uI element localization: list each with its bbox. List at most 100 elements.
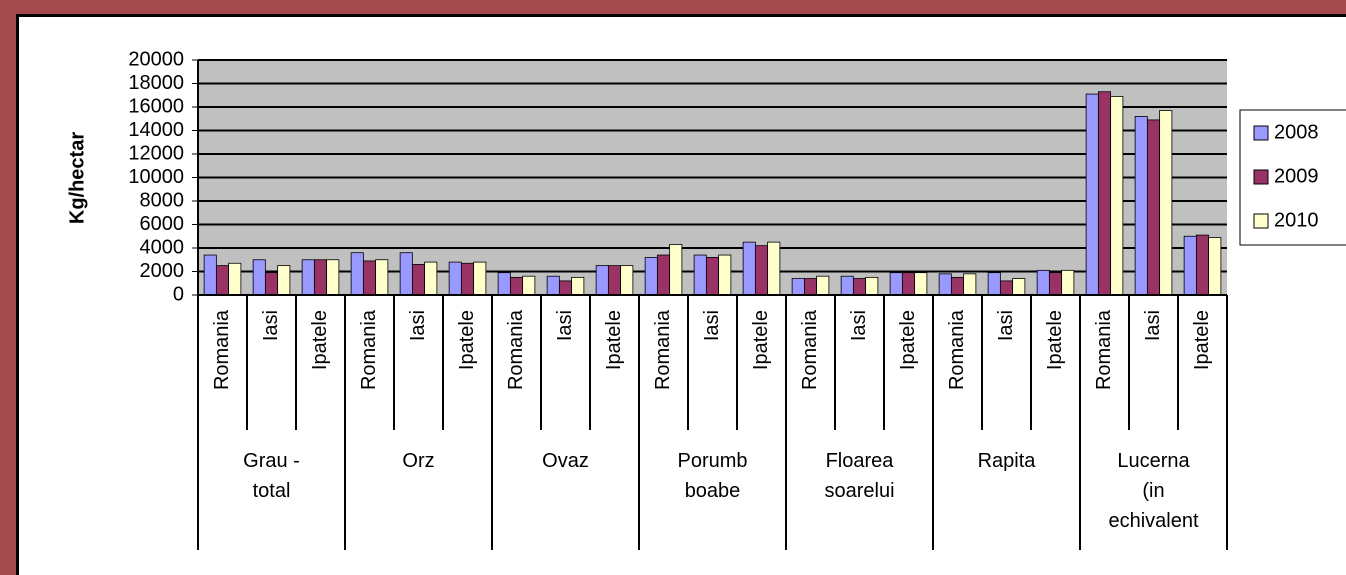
bar [1097, 91, 1112, 296]
bar [264, 272, 279, 296]
x-tick-label: Ipatele [750, 310, 772, 370]
group-label: Porumb boabe [677, 450, 747, 502]
x-tick-label: Ipatele [456, 310, 478, 370]
bar [999, 280, 1014, 296]
bar [803, 278, 818, 296]
bar [669, 244, 683, 296]
bar [424, 261, 438, 296]
group-label: Rapita [978, 450, 1037, 472]
bar [754, 245, 769, 296]
bar [595, 265, 609, 296]
bar [460, 262, 475, 296]
bar [558, 280, 573, 296]
y-tick-label: 8000 [140, 189, 185, 211]
x-tick-label: Iasi [260, 310, 282, 341]
bar [473, 261, 487, 296]
x-tick-label: Ipatele [309, 310, 331, 370]
y-tick-label: 4000 [140, 236, 185, 258]
x-tick-label: Iasi [848, 310, 870, 341]
y-tick-label: 10000 [128, 166, 184, 188]
bar [1195, 234, 1210, 296]
bar [865, 276, 879, 296]
bar [914, 272, 928, 296]
y-tick-label: 14000 [128, 119, 184, 141]
x-tick-label: Romania [505, 309, 527, 390]
x-tick-label: Iasi [554, 310, 576, 341]
bar [607, 265, 622, 296]
bar [644, 256, 658, 296]
group-label: Lucerna (in echivalent [1108, 450, 1199, 532]
x-tick-label: Ipatele [603, 310, 625, 370]
bar [522, 275, 536, 296]
x-tick-label: Romania [358, 309, 380, 390]
legend-swatch [1253, 213, 1269, 229]
y-tick-label: 2000 [140, 260, 185, 282]
bar [1134, 116, 1148, 296]
bar [938, 273, 952, 296]
bar [1036, 269, 1050, 296]
bar [1061, 269, 1075, 296]
bar [1183, 235, 1197, 296]
x-tick-label: Romania [211, 309, 233, 390]
x-tick-label: Ipatele [1044, 310, 1066, 370]
bar [1085, 93, 1099, 296]
bar [399, 252, 413, 296]
y-tick-label: 18000 [128, 72, 184, 94]
x-tick-label: Romania [946, 309, 968, 390]
x-tick-label: Romania [1093, 309, 1115, 390]
x-tick-label: Ipatele [1191, 310, 1213, 370]
bar [203, 254, 217, 296]
bar [963, 273, 977, 296]
bar [693, 254, 707, 296]
y-tick-label: 0 [173, 283, 184, 305]
bar [252, 259, 266, 296]
bar [987, 272, 1001, 296]
bar [901, 272, 916, 296]
bar [840, 275, 854, 296]
group-label: Ovaz [542, 450, 589, 472]
bar [889, 272, 903, 296]
group-label: Orz [402, 450, 434, 472]
legend-label: 2009 [1274, 165, 1319, 187]
x-tick-label: Iasi [995, 310, 1017, 341]
bar [497, 272, 511, 296]
x-tick-label: Iasi [407, 310, 429, 341]
bar [375, 259, 389, 296]
x-tick-label: Iasi [701, 310, 723, 341]
bar [411, 264, 426, 296]
legend-swatch [1253, 169, 1269, 185]
bar [215, 265, 230, 296]
bar [1159, 110, 1173, 296]
y-tick-label: 6000 [140, 213, 185, 235]
bar [767, 241, 781, 296]
bar [620, 265, 634, 296]
bar [362, 260, 377, 296]
x-tick-label: Romania [652, 309, 674, 390]
bar [718, 254, 732, 296]
bar [852, 278, 867, 296]
bar [791, 278, 805, 296]
bar [1110, 96, 1124, 296]
bar [656, 254, 671, 296]
y-tick-label: 12000 [128, 142, 184, 164]
group-label: Grau -total [243, 450, 300, 502]
bar [571, 276, 585, 296]
bar [277, 265, 291, 296]
x-tick-label: Iasi [1142, 310, 1164, 341]
bar [228, 262, 242, 296]
bar [350, 252, 364, 296]
bar [313, 259, 328, 296]
bar [705, 256, 720, 296]
bar [1012, 278, 1026, 296]
y-tick-label: 16000 [128, 95, 184, 117]
bar [326, 259, 340, 296]
legend-label: 2010 [1274, 209, 1319, 231]
y-tick-label: 20000 [128, 48, 184, 70]
bar [950, 276, 965, 296]
bar [742, 241, 756, 296]
bar [546, 275, 560, 296]
group-label: Floarea soarelui [824, 450, 894, 502]
legend-swatch [1253, 125, 1269, 141]
bar [1208, 237, 1222, 296]
